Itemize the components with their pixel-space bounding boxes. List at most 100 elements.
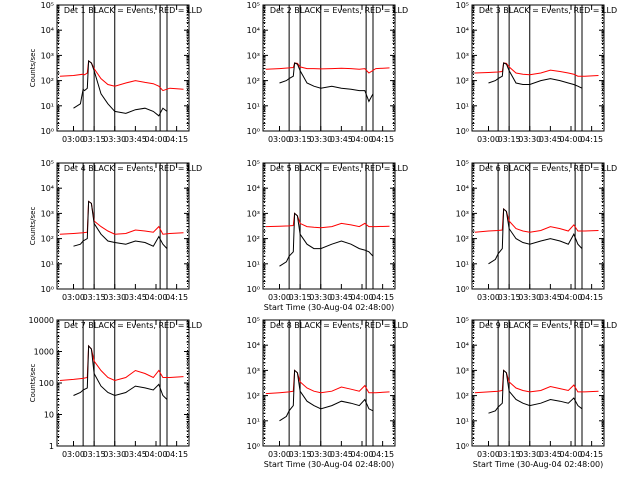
y-tick-label: 10⁴ <box>247 341 260 350</box>
x-tick-label: 04:15 <box>580 135 603 144</box>
x-tick-label: 04:00 <box>350 450 373 459</box>
x-tick-label: 03:00 <box>477 135 500 144</box>
y-tick-label: 10² <box>456 392 469 401</box>
chart-title: Det 9 BLACK = Events, RED = LLD <box>479 321 617 330</box>
series-line <box>474 369 599 394</box>
x-tick-label: 03:15 <box>498 293 521 302</box>
plot-frame <box>56 319 190 447</box>
chart-title: Det 6 BLACK = Events, RED = LLD <box>479 164 617 173</box>
y-tick-label: 10 <box>44 411 54 420</box>
x-tick-label: 03:30 <box>518 450 541 459</box>
x-tick-label: 03:30 <box>103 135 126 144</box>
plot-frame <box>471 162 605 290</box>
y-tick-label: 10³ <box>456 366 469 375</box>
x-tick-label: 04:00 <box>559 450 582 459</box>
plot-frame <box>56 4 190 132</box>
x-axis-label: Start Time (30-Aug-04 02:48:00) <box>264 303 395 312</box>
series-line <box>73 60 168 117</box>
chart-title: Det 4 BLACK = Events, RED = LLD <box>64 164 202 173</box>
x-tick-label: 03:45 <box>539 293 562 302</box>
series-line <box>59 60 184 92</box>
y-tick-label: 10⁰ <box>456 442 469 451</box>
chart-panel: 10⁰10¹10²10³10⁴10⁵03:0003:1503:3003:4504… <box>247 316 409 469</box>
y-tick-label: 10⁰ <box>247 285 260 294</box>
plot-frame <box>56 162 190 290</box>
plot-frame <box>471 319 605 447</box>
x-tick-label: 03:15 <box>289 293 312 302</box>
y-tick-label: 10² <box>247 77 260 86</box>
x-tick-label: 03:45 <box>330 135 353 144</box>
chart-title: Det 3 BLACK = Events, RED = LLD <box>479 6 617 15</box>
x-tick-label: 04:15 <box>371 450 394 459</box>
x-tick-label: 03:30 <box>309 450 332 459</box>
y-tick-label: 10² <box>41 77 54 86</box>
x-tick-label: 03:00 <box>62 135 85 144</box>
y-tick-label: 10⁰ <box>456 285 469 294</box>
x-tick-label: 03:00 <box>268 293 291 302</box>
chart-title: Det 2 BLACK = Events, RED = LLD <box>270 6 408 15</box>
y-axis-label: Counts/sec <box>29 364 37 403</box>
y-tick-label: 10⁴ <box>456 26 469 35</box>
y-tick-label: 10⁵ <box>247 316 260 325</box>
y-tick-label: 10⁵ <box>456 316 469 325</box>
y-tick-label: 1 <box>49 442 54 451</box>
y-axis-label: Counts/sec <box>29 49 37 88</box>
series-line <box>73 344 168 400</box>
series-line <box>279 62 374 103</box>
chart-title: Det 8 BLACK = Events, RED = LLD <box>270 321 408 330</box>
y-tick-label: 10⁰ <box>247 127 260 136</box>
series-line <box>265 212 390 229</box>
x-tick-label: 03:00 <box>477 293 500 302</box>
y-tick-label: 10² <box>247 392 260 401</box>
x-tick-label: 03:45 <box>124 135 147 144</box>
x-tick-label: 03:30 <box>103 293 126 302</box>
chart-panel: 10⁰10¹10²10³10⁴10⁵03:0003:1503:3003:4504… <box>29 1 202 144</box>
y-tick-label: 10⁵ <box>41 1 54 10</box>
y-tick-label: 10¹ <box>247 417 260 426</box>
y-tick-label: 10⁴ <box>41 184 54 193</box>
chart-panel: 10⁰10¹10²10³10⁴10⁵03:0003:1503:3003:4504… <box>456 1 618 144</box>
y-tick-label: 10⁴ <box>247 26 260 35</box>
x-tick-label: 03:30 <box>518 293 541 302</box>
x-tick-label: 03:30 <box>309 293 332 302</box>
x-tick-label: 03:45 <box>124 293 147 302</box>
x-tick-label: 03:00 <box>268 450 291 459</box>
x-tick-label: 04:15 <box>580 293 603 302</box>
plot-frame <box>262 319 396 447</box>
y-tick-label: 10³ <box>456 209 469 218</box>
chart-panel: 1 10 100 1000 10000 03:0003:1503:3003:4504:00… <box>29 316 203 459</box>
y-tick-label: 10⁴ <box>41 26 54 35</box>
x-tick-label: 04:15 <box>580 450 603 459</box>
x-tick-label: 03:45 <box>124 450 147 459</box>
x-tick-label: 04:15 <box>165 293 188 302</box>
y-tick-label: 10⁰ <box>456 127 469 136</box>
y-tick-label: 10⁵ <box>456 159 469 168</box>
y-tick-label: 10⁵ <box>41 159 54 168</box>
y-tick-label: 10¹ <box>456 260 469 269</box>
x-axis-label: Start Time (30-Aug-04 02:48:00) <box>264 460 395 469</box>
y-tick-label: 10² <box>456 235 469 244</box>
chart-title: Det 1 BLACK = Events, RED = LLD <box>64 6 202 15</box>
series-line <box>265 369 390 395</box>
y-tick-label: 10¹ <box>247 260 260 269</box>
y-tick-label: 10³ <box>41 209 54 218</box>
x-tick-label: 04:15 <box>371 293 394 302</box>
y-tick-label: 10¹ <box>456 102 469 111</box>
y-tick-label: 10⁰ <box>41 127 54 136</box>
y-tick-label: 10⁵ <box>247 159 260 168</box>
series-line <box>59 344 184 382</box>
y-tick-label: 10⁴ <box>456 184 469 193</box>
x-tick-label: 03:15 <box>83 135 106 144</box>
x-tick-label: 04:00 <box>350 293 373 302</box>
y-tick-label: 10² <box>456 77 469 86</box>
x-tick-label: 03:15 <box>289 450 312 459</box>
x-tick-label: 03:15 <box>289 135 312 144</box>
series-line <box>279 212 374 267</box>
x-tick-label: 03:15 <box>498 135 521 144</box>
series-line <box>488 207 583 265</box>
y-tick-label: 100 <box>39 379 54 388</box>
chart-panel: 10⁰10¹10²10³10⁴10⁵03:0003:1503:3003:4504… <box>247 159 409 312</box>
y-tick-label: 1000 <box>34 348 54 357</box>
series-line <box>73 200 168 249</box>
chart-panel: 10⁰10¹10²10³10⁴10⁵03:0003:1503:3003:4504… <box>29 159 202 302</box>
